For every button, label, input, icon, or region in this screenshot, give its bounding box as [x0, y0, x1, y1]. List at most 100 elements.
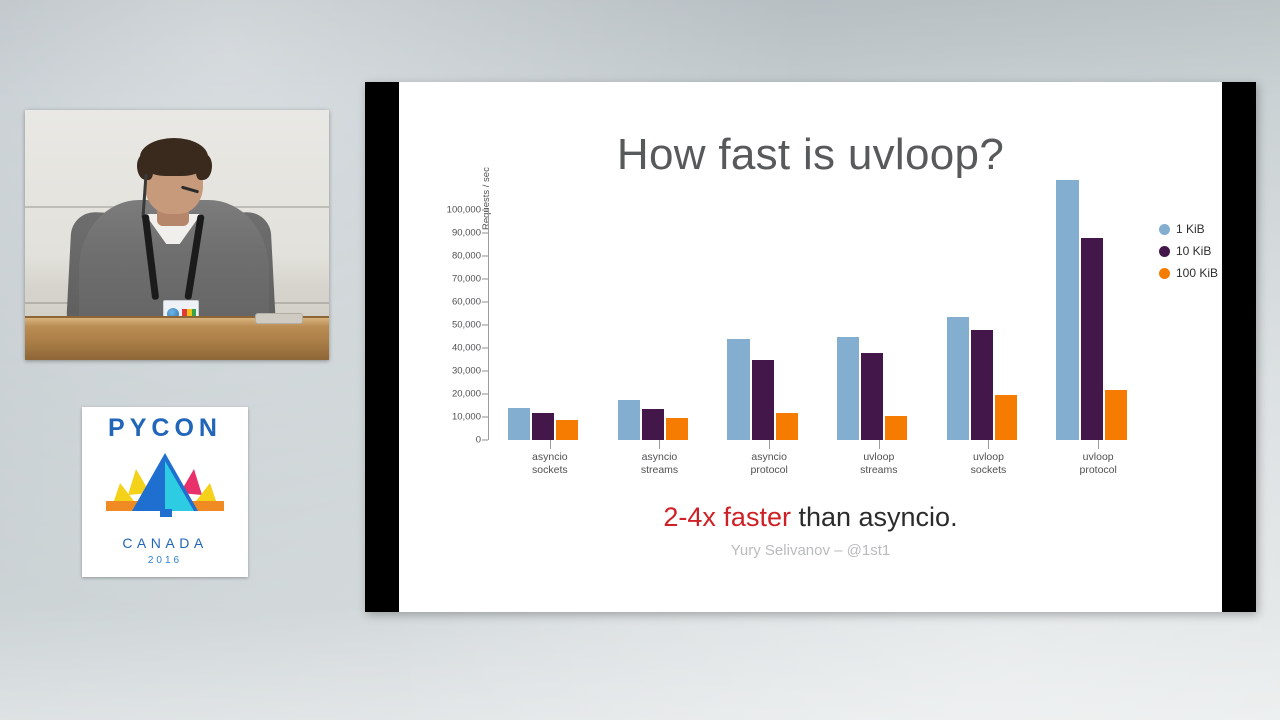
caption-accent: 2-4x faster — [663, 502, 791, 532]
bar-group-bars — [837, 210, 908, 440]
slide-title: How fast is uvloop? — [616, 130, 1005, 179]
x-axis-tick-mark — [878, 440, 880, 449]
bar-group-bars — [946, 210, 1017, 440]
y-axis-tick-mark — [482, 232, 488, 234]
bar — [1080, 237, 1103, 440]
bar-group: uvloop sockets — [934, 210, 1044, 476]
bar-group-bars — [727, 210, 798, 440]
bar — [994, 395, 1017, 440]
chart-legend: 1 KiB 10 KiB 100 KiB — [1159, 218, 1256, 284]
legend-label: 10 KiB — [1176, 244, 1212, 258]
legend-item: 100 KiB — [1159, 262, 1256, 284]
x-axis-category-label: asyncio sockets — [532, 451, 568, 476]
slide-caption: 2-4x faster than asyncio. — [399, 502, 1222, 533]
bar — [727, 339, 750, 440]
y-axis-tick-label: 40,000 — [451, 342, 481, 354]
x-axis-tick-mark — [1098, 440, 1100, 449]
legend-color-swatch — [1159, 267, 1170, 279]
x-axis-category-label: uvloop streams — [860, 451, 898, 476]
y-axis-tick-label: 10,000 — [451, 411, 481, 423]
bar — [970, 329, 993, 440]
y-axis-tick-mark — [482, 347, 488, 349]
y-axis-tick-mark — [482, 209, 488, 211]
x-axis-tick-mark — [549, 440, 551, 449]
badge-stripe-green — [192, 309, 196, 321]
letterbox-bar-right — [1222, 82, 1256, 612]
bar-group-bars — [1056, 180, 1127, 440]
y-axis-tick-label: 0 — [475, 434, 481, 446]
x-axis-tick-mark — [988, 440, 990, 449]
bar-group-bars — [508, 210, 579, 440]
y-axis-tick-mark — [482, 416, 488, 418]
bar — [946, 317, 969, 440]
bar — [1104, 389, 1127, 440]
bar-group: uvloop protocol — [1043, 180, 1153, 476]
bar — [617, 400, 640, 440]
podium-object — [255, 313, 303, 324]
logo-maple-leaf-icon — [82, 449, 248, 527]
bar — [641, 409, 664, 440]
bar — [556, 419, 579, 440]
bar-group: asyncio sockets — [495, 210, 605, 476]
bar-group: uvloop streams — [824, 210, 934, 476]
plot-area: asyncio sockets asyncio streams asyncio proto… — [495, 180, 1153, 476]
bar — [508, 408, 531, 440]
y-axis-tick-label: 20,000 — [451, 388, 481, 400]
pycon-canada-logo: PYCON CANADA 2016 — [82, 407, 248, 577]
y-axis-tick-label: 30,000 — [451, 365, 481, 377]
slide-content: How fast is uvloop? Requests / sec 100,0… — [399, 82, 1222, 612]
y-axis-tick-mark — [482, 439, 488, 441]
legend-color-swatch — [1159, 223, 1170, 235]
y-axis-tick-label: 60,000 — [451, 296, 481, 308]
x-axis-category-label: asyncio protocol — [750, 451, 788, 476]
y-axis-tick-label: 50,000 — [451, 319, 481, 331]
y-axis-tick-mark — [482, 324, 488, 326]
slide-byline: Yury Selivanov – @1st1 — [730, 542, 891, 559]
y-axis-tick-label: 80,000 — [451, 250, 481, 262]
presenter-video[interactable] — [25, 110, 329, 360]
bar-group: asyncio protocol — [714, 210, 824, 476]
legend-label: 1 KiB — [1176, 222, 1205, 236]
y-axis-tick-mark — [482, 255, 488, 257]
badge-stripe-red — [182, 309, 187, 321]
podium-top-edge — [25, 318, 329, 326]
bar — [751, 359, 774, 440]
projection-screen: How fast is uvloop? Requests / sec 100,0… — [365, 82, 1256, 612]
logo-subtitle: CANADA — [122, 535, 208, 551]
x-axis-tick-mark — [659, 440, 661, 449]
y-axis-tick-label: 100,000 — [446, 204, 481, 216]
y-axis-tick-label: 70,000 — [451, 273, 481, 285]
bar — [885, 416, 908, 440]
legend-item: 1 KiB — [1159, 218, 1256, 240]
legend-color-swatch — [1159, 245, 1170, 257]
y-axis-tick-mark — [482, 393, 488, 395]
x-axis-tick-mark — [769, 440, 771, 449]
caption-rest: than asyncio. — [790, 502, 958, 532]
legend-label: 100 KiB — [1176, 266, 1219, 280]
x-axis-category-label: asyncio streams — [640, 451, 679, 476]
letterbox-bar-left — [365, 82, 399, 612]
benchmark-bar-chart: Requests / sec 100,000 90,000 80,000 70,000… — [433, 167, 1153, 500]
bar-group: asyncio streams — [605, 210, 715, 476]
badge-stripe-yellow — [187, 309, 192, 321]
logo-title: PYCON — [108, 414, 222, 442]
legend-item: 10 KiB — [1159, 240, 1256, 262]
y-axis-ticks: 100,000 90,000 80,000 70,000 60,000 50,000 40,… — [433, 205, 491, 446]
y-axis-tick-mark — [482, 301, 488, 303]
y-axis-tick-label: 90,000 — [451, 227, 481, 239]
bar — [775, 412, 798, 440]
speaker-hair-right — [196, 154, 212, 180]
x-axis-category-label: uvloop protocol — [1079, 451, 1117, 476]
y-axis-tick-mark — [482, 278, 488, 280]
bar-group-bars — [617, 210, 688, 440]
bar — [837, 336, 860, 440]
y-axis-line — [488, 210, 489, 440]
bar — [532, 412, 555, 440]
bar — [1056, 180, 1079, 440]
bar — [861, 352, 884, 440]
speaker-hair-left — [137, 154, 153, 180]
y-axis-tick-mark — [482, 370, 488, 372]
x-axis-category-label: uvloop sockets — [970, 451, 1007, 476]
logo-year: 2016 — [147, 555, 183, 566]
